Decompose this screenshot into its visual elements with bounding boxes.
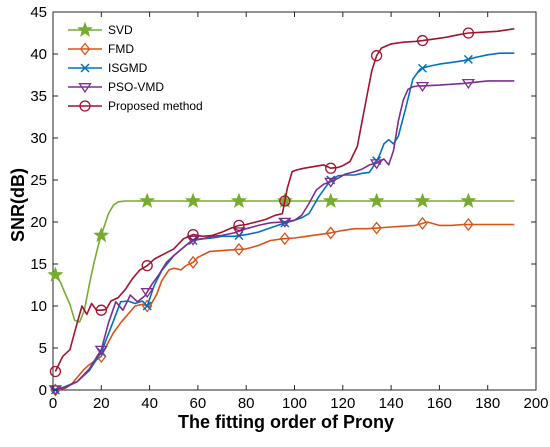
data-point xyxy=(370,50,383,62)
legend-label: ISGMD xyxy=(108,61,148,75)
data-point xyxy=(95,304,107,316)
data-point xyxy=(461,78,476,90)
marker-stroke xyxy=(80,63,90,73)
data-point xyxy=(187,228,199,241)
legend-item: FMD xyxy=(68,42,134,56)
data-point xyxy=(186,235,200,246)
data-point xyxy=(94,345,109,356)
marker-stroke xyxy=(463,54,473,64)
x-tick-label: 160 xyxy=(427,395,452,412)
data-point xyxy=(279,195,291,207)
x-tick-label: 40 xyxy=(141,395,158,412)
marker-stroke xyxy=(417,63,428,73)
y-tick-label: 10 xyxy=(30,298,47,315)
x-axis-title: The fitting order of Prony xyxy=(178,412,394,432)
axes-layer: 0 20 40 60 80 100 120 140 160 180 200 0 5 10 15 20 25 30 3… xyxy=(30,4,548,412)
x-tick-label: 20 xyxy=(93,395,110,412)
legend-marker xyxy=(78,83,92,94)
marker-stroke xyxy=(142,301,152,311)
data-point xyxy=(415,81,430,93)
series-line xyxy=(55,52,515,391)
data-point xyxy=(141,299,153,313)
legend-item: Proposed method xyxy=(68,99,203,113)
data-point xyxy=(280,218,290,228)
data-point xyxy=(414,192,431,208)
y-tick-label: 45 xyxy=(30,4,47,21)
legend-marker xyxy=(80,63,90,73)
data-point xyxy=(369,159,384,170)
data-point xyxy=(141,260,153,272)
legend-label: Proposed method xyxy=(108,99,203,113)
y-axis-title: SNR(dB) xyxy=(8,168,28,242)
y-tick-label: 0 xyxy=(39,382,47,399)
legend-item: ISGMD xyxy=(68,61,148,75)
x-tick-label: 180 xyxy=(475,395,500,412)
data-point xyxy=(462,27,475,39)
data-point xyxy=(417,216,428,230)
data-point xyxy=(368,192,385,208)
data-point xyxy=(233,242,245,256)
data-point xyxy=(93,227,110,243)
x-tick-label: 60 xyxy=(190,395,207,412)
data-point xyxy=(417,63,428,73)
data-point xyxy=(278,217,292,228)
legend-item: PSO-VMD xyxy=(68,80,164,94)
data-point xyxy=(47,266,64,282)
legend-label: FMD xyxy=(108,42,134,56)
marker-stroke xyxy=(280,218,290,228)
y-tick-label: 25 xyxy=(30,172,47,189)
data-point xyxy=(463,54,473,64)
y-tick-label: 35 xyxy=(30,88,47,105)
y-tick-label: 5 xyxy=(39,340,47,357)
data-point xyxy=(142,301,152,311)
data-point xyxy=(230,192,247,208)
legend: SVD FMD ISGMD PSO-VMD Proposed method xyxy=(68,21,203,113)
x-tick-label: 200 xyxy=(523,395,548,412)
y-tick-label: 40 xyxy=(30,46,47,63)
x-tick-label: 0 xyxy=(49,395,57,412)
data-point xyxy=(279,232,291,246)
data-point xyxy=(371,221,382,235)
x-tick-label: 140 xyxy=(379,395,404,412)
series-layer xyxy=(47,27,515,397)
x-tick-label: 80 xyxy=(238,395,255,412)
legend-marker xyxy=(76,21,94,37)
y-tick-label: 20 xyxy=(30,214,47,231)
y-tick-label: 30 xyxy=(30,130,47,147)
data-point xyxy=(322,192,339,208)
series-line xyxy=(54,28,515,372)
data-point xyxy=(49,365,62,378)
data-point xyxy=(416,34,429,47)
data-point xyxy=(324,177,338,188)
data-point xyxy=(233,219,245,232)
data-point xyxy=(139,192,156,208)
data-point xyxy=(460,192,477,208)
legend-label: PSO-VMD xyxy=(108,80,164,94)
x-tick-label: 120 xyxy=(330,395,355,412)
data-point xyxy=(325,226,336,240)
data-point xyxy=(140,288,154,299)
legend-marker xyxy=(79,100,91,112)
legend-label: SVD xyxy=(108,23,133,37)
data-point xyxy=(187,255,199,269)
series-proposed-method xyxy=(49,27,515,378)
x-tick-label: 100 xyxy=(282,395,307,412)
data-point xyxy=(325,162,337,174)
legend-item: SVD xyxy=(68,21,133,37)
data-point xyxy=(463,217,474,232)
series-pso-vmd xyxy=(48,78,515,396)
legend-marker xyxy=(79,42,91,56)
data-point xyxy=(185,192,202,208)
y-tick-label: 15 xyxy=(30,256,47,273)
data-point xyxy=(232,227,246,238)
